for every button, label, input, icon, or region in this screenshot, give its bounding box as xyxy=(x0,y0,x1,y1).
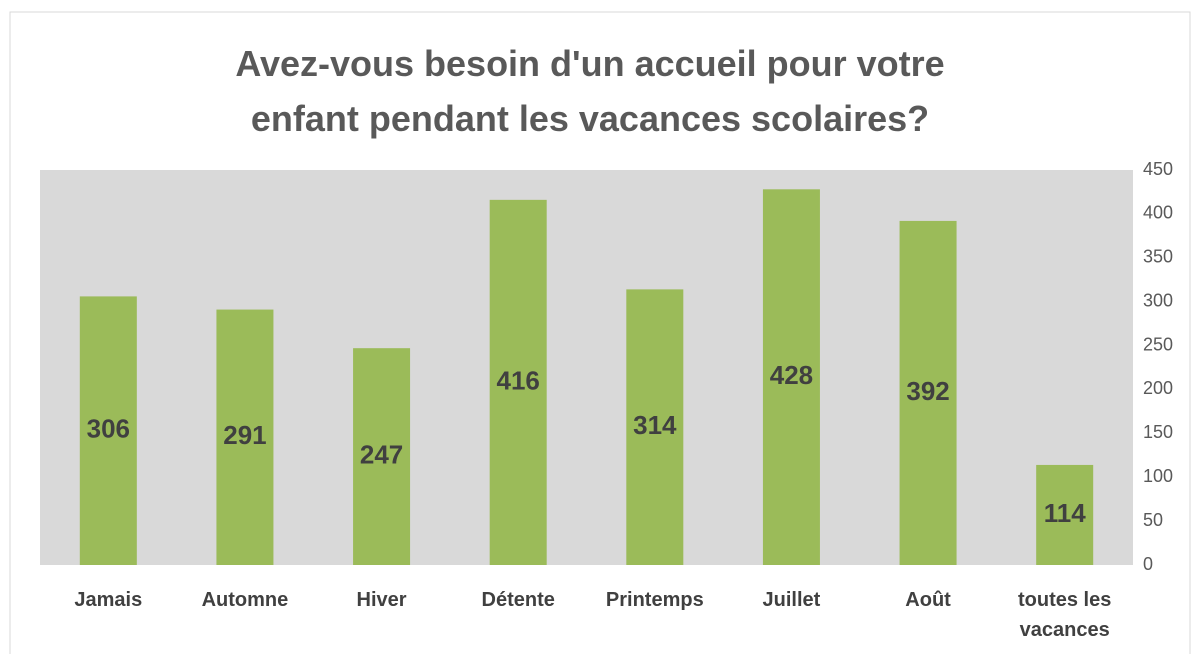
bar xyxy=(899,220,957,565)
x-tick-label: Détente xyxy=(481,589,555,611)
x-tick-label: toutes les vacances xyxy=(1018,589,1112,641)
x-tick-label: Août xyxy=(905,589,951,611)
data-label: 247 xyxy=(360,439,403,469)
data-label: 291 xyxy=(223,420,266,450)
y-tick-label: 350 xyxy=(1143,247,1173,267)
y-tick-label: 250 xyxy=(1143,334,1173,354)
y-tick-label: 450 xyxy=(1143,159,1173,179)
y-tick-label: 0 xyxy=(1143,554,1153,574)
bar xyxy=(626,289,684,565)
plot-area xyxy=(40,170,1133,565)
bar xyxy=(1036,464,1094,565)
x-tick-label: Juillet xyxy=(762,589,821,611)
x-tick-label: Hiver xyxy=(356,589,407,611)
y-tick-label: 200 xyxy=(1143,378,1173,398)
x-tick-label: Jamais xyxy=(74,589,143,611)
y-tick-label: 300 xyxy=(1143,290,1173,310)
x-tick-label: Automne xyxy=(201,589,289,611)
y-tick-label: 50 xyxy=(1143,510,1163,530)
x-tick-label: Printemps xyxy=(605,589,704,611)
chart-title: Avez-vous besoin d'un accueil pour votre… xyxy=(235,43,945,139)
data-label: 428 xyxy=(770,360,813,390)
bar xyxy=(79,296,137,565)
data-label: 314 xyxy=(633,410,677,440)
y-tick-label: 400 xyxy=(1143,203,1173,223)
data-label: 306 xyxy=(87,414,130,444)
bar xyxy=(489,199,547,565)
y-tick-label: 100 xyxy=(1143,466,1173,486)
bar xyxy=(762,189,820,566)
data-label: 114 xyxy=(1044,498,1086,528)
bar xyxy=(216,309,274,565)
y-tick-label: 150 xyxy=(1143,422,1173,442)
bar xyxy=(353,348,411,565)
data-label: 392 xyxy=(906,376,949,406)
data-label: 416 xyxy=(496,365,539,395)
